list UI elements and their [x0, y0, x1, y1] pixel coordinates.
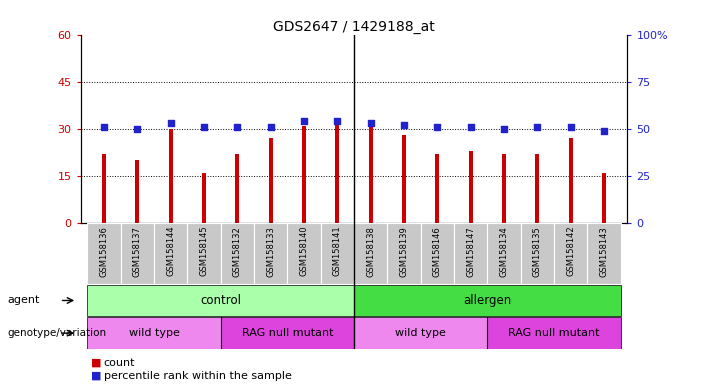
- Bar: [287, 223, 320, 284]
- Text: agent: agent: [7, 295, 39, 306]
- Bar: [102, 154, 106, 223]
- Bar: [354, 285, 620, 316]
- Point: [165, 120, 176, 126]
- Text: GSM158134: GSM158134: [500, 226, 508, 276]
- Text: ■: ■: [91, 358, 102, 368]
- Text: GSM158138: GSM158138: [366, 226, 375, 276]
- Text: allergen: allergen: [463, 294, 512, 307]
- Point: [299, 118, 310, 124]
- Bar: [202, 172, 206, 223]
- Bar: [487, 318, 620, 349]
- Bar: [121, 223, 154, 284]
- Point: [398, 122, 409, 128]
- Text: GSM158136: GSM158136: [100, 226, 109, 276]
- Bar: [354, 223, 388, 284]
- Bar: [469, 151, 472, 223]
- Bar: [388, 223, 421, 284]
- Point: [498, 126, 510, 132]
- Text: RAG null mutant: RAG null mutant: [508, 328, 600, 338]
- Point: [599, 127, 610, 134]
- Bar: [187, 223, 221, 284]
- Bar: [221, 223, 254, 284]
- Bar: [320, 223, 354, 284]
- Text: GSM158135: GSM158135: [533, 226, 542, 276]
- Text: GSM158142: GSM158142: [566, 226, 576, 276]
- Bar: [88, 223, 121, 284]
- Text: GSM158137: GSM158137: [132, 226, 142, 276]
- Bar: [154, 223, 187, 284]
- Text: count: count: [104, 358, 135, 368]
- Bar: [536, 154, 539, 223]
- Text: GSM158139: GSM158139: [400, 226, 409, 276]
- Bar: [487, 223, 521, 284]
- Title: GDS2647 / 1429188_at: GDS2647 / 1429188_at: [273, 20, 435, 33]
- Bar: [502, 154, 506, 223]
- Text: GSM158146: GSM158146: [433, 226, 442, 276]
- Point: [365, 120, 376, 126]
- Text: RAG null mutant: RAG null mutant: [242, 328, 333, 338]
- Point: [232, 124, 243, 130]
- Text: GSM158143: GSM158143: [599, 226, 608, 276]
- Bar: [521, 223, 554, 284]
- Bar: [602, 172, 606, 223]
- Point: [465, 124, 476, 130]
- Point: [132, 126, 143, 132]
- Bar: [135, 160, 139, 223]
- Text: control: control: [200, 294, 241, 307]
- Point: [332, 118, 343, 124]
- Text: percentile rank within the sample: percentile rank within the sample: [104, 371, 292, 381]
- Text: GSM158132: GSM158132: [233, 226, 242, 276]
- Point: [198, 124, 210, 130]
- Bar: [421, 223, 454, 284]
- Text: wild type: wild type: [128, 328, 179, 338]
- Bar: [354, 318, 487, 349]
- Bar: [335, 119, 339, 223]
- Point: [432, 124, 443, 130]
- Bar: [454, 223, 487, 284]
- Text: GSM158147: GSM158147: [466, 226, 475, 276]
- Bar: [169, 129, 172, 223]
- Bar: [402, 135, 406, 223]
- Text: genotype/variation: genotype/variation: [7, 328, 106, 338]
- Point: [565, 124, 576, 130]
- Bar: [435, 154, 440, 223]
- Bar: [88, 285, 354, 316]
- Point: [98, 124, 109, 130]
- Bar: [88, 318, 221, 349]
- Bar: [554, 223, 587, 284]
- Text: wild type: wild type: [395, 328, 446, 338]
- Bar: [569, 138, 573, 223]
- Text: ■: ■: [91, 371, 102, 381]
- Text: GSM158140: GSM158140: [299, 226, 308, 276]
- Bar: [268, 138, 273, 223]
- Text: GSM158133: GSM158133: [266, 226, 275, 276]
- Bar: [369, 126, 373, 223]
- Bar: [302, 126, 306, 223]
- Text: GSM158141: GSM158141: [333, 226, 342, 276]
- Point: [265, 124, 276, 130]
- Text: GSM158144: GSM158144: [166, 226, 175, 276]
- Bar: [254, 223, 287, 284]
- Point: [532, 124, 543, 130]
- Bar: [236, 154, 239, 223]
- Text: GSM158145: GSM158145: [200, 226, 208, 276]
- Bar: [587, 223, 620, 284]
- Bar: [221, 318, 354, 349]
